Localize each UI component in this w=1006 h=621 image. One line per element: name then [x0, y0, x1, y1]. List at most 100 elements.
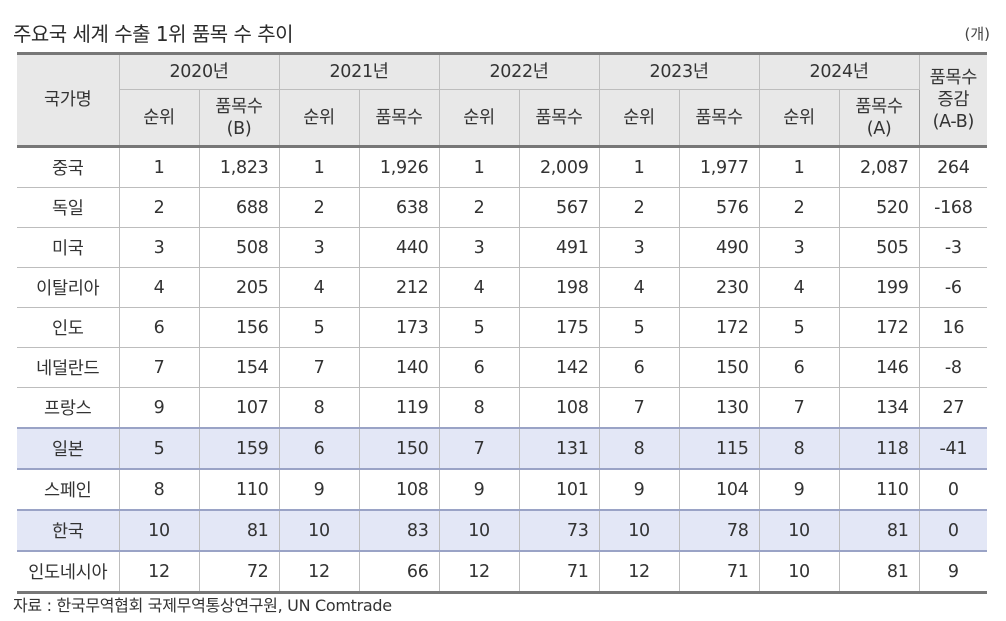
items-cell: 71: [518, 550, 600, 594]
items-cell: 81: [838, 509, 920, 552]
items-cell: 119: [358, 387, 440, 429]
rank-cell: 8: [438, 387, 520, 429]
rank-cell: 8: [118, 468, 200, 511]
table-row: 한국 10 81 10 83 10 73 10 78 10 81 0: [17, 509, 988, 552]
rank-cell: 6: [278, 427, 360, 470]
items-cell: 81: [198, 509, 280, 552]
country-cell: 미국: [17, 227, 120, 268]
header-year: 2024년: [758, 53, 920, 90]
rank-cell: 3: [278, 227, 360, 268]
items-cell: 130: [678, 387, 760, 429]
table-row: 네덜란드 7 154 7 140 6 142 6 150 6 146 -8: [17, 347, 988, 388]
header-rank: 순위: [758, 89, 840, 148]
table-row: 미국 3 508 3 440 3 491 3 490 3 505 -3: [17, 227, 988, 268]
change-cell: -168: [918, 187, 988, 228]
rank-cell: 10: [438, 509, 520, 552]
rank-cell: 4: [118, 267, 200, 308]
rank-cell: 6: [598, 347, 680, 388]
items-cell: 688: [198, 187, 280, 228]
items-cell: 440: [358, 227, 440, 268]
table-row: 스페인 8 110 9 108 9 101 9 104 9 110 0: [17, 468, 988, 511]
header-rank: 순위: [438, 89, 520, 148]
rank-cell: 3: [598, 227, 680, 268]
rank-cell: 10: [758, 550, 840, 594]
items-cell: 1,823: [198, 146, 280, 188]
items-cell: 212: [358, 267, 440, 308]
rank-cell: 12: [118, 550, 200, 594]
items-cell: 173: [358, 307, 440, 348]
items-cell: 101: [518, 468, 600, 511]
unit-label: (개): [964, 25, 990, 43]
items-cell: 2,009: [518, 146, 600, 188]
rank-cell: 1: [598, 146, 680, 188]
rank-cell: 4: [758, 267, 840, 308]
change-cell: -6: [918, 267, 988, 308]
rank-cell: 9: [598, 468, 680, 511]
change-cell: -3: [918, 227, 988, 268]
items-cell: 150: [358, 427, 440, 470]
items-cell: 159: [198, 427, 280, 470]
items-cell: 520: [838, 187, 920, 228]
items-cell: 107: [198, 387, 280, 429]
rank-cell: 2: [278, 187, 360, 228]
items-cell: 154: [198, 347, 280, 388]
items-cell: 83: [358, 509, 440, 552]
rank-cell: 5: [118, 427, 200, 470]
items-cell: 576: [678, 187, 760, 228]
country-cell: 네덜란드: [17, 347, 120, 388]
country-cell: 프랑스: [17, 387, 120, 429]
header-year: 2022년: [438, 53, 600, 90]
rank-cell: 3: [438, 227, 520, 268]
items-cell: 108: [518, 387, 600, 429]
rank-cell: 9: [758, 468, 840, 511]
change-cell: -8: [918, 347, 988, 388]
items-cell: 230: [678, 267, 760, 308]
rank-cell: 2: [118, 187, 200, 228]
country-cell: 한국: [17, 509, 120, 552]
rank-cell: 2: [438, 187, 520, 228]
table-row: 인도 6 156 5 173 5 175 5 172 5 172 16: [17, 307, 988, 348]
items-cell: 199: [838, 267, 920, 308]
country-cell: 중국: [17, 146, 120, 188]
header-rank: 순위: [118, 89, 200, 148]
rank-cell: 7: [278, 347, 360, 388]
rank-cell: 12: [438, 550, 520, 594]
items-cell: 175: [518, 307, 600, 348]
rank-cell: 1: [438, 146, 520, 188]
items-cell: 505: [838, 227, 920, 268]
rank-cell: 6: [438, 347, 520, 388]
rank-cell: 9: [278, 468, 360, 511]
items-cell: 134: [838, 387, 920, 429]
rank-cell: 6: [758, 347, 840, 388]
header-rank: 순위: [598, 89, 680, 148]
items-cell: 72: [198, 550, 280, 594]
rank-cell: 5: [438, 307, 520, 348]
rank-cell: 7: [598, 387, 680, 429]
rank-cell: 1: [278, 146, 360, 188]
items-cell: 491: [518, 227, 600, 268]
items-cell: 198: [518, 267, 600, 308]
rank-cell: 3: [118, 227, 200, 268]
table-row: 프랑스 9 107 8 119 8 108 7 130 7 134 27: [17, 387, 988, 429]
items-cell: 2,087: [838, 146, 920, 188]
header-country: 국가명: [17, 53, 120, 148]
items-cell: 66: [358, 550, 440, 594]
items-cell: 140: [358, 347, 440, 388]
items-cell: 118: [838, 427, 920, 470]
rank-cell: 1: [118, 146, 200, 188]
header-year: 2021년: [278, 53, 440, 90]
items-cell: 156: [198, 307, 280, 348]
change-cell: 9: [918, 550, 988, 594]
rank-cell: 7: [438, 427, 520, 470]
rank-cell: 2: [598, 187, 680, 228]
table-row: 중국 1 1,823 1 1,926 1 2,009 1 1,977 1 2,087 264: [17, 146, 988, 188]
rank-cell: 10: [598, 509, 680, 552]
items-cell: 490: [678, 227, 760, 268]
items-cell: 131: [518, 427, 600, 470]
rank-cell: 3: [758, 227, 840, 268]
rank-cell: 5: [598, 307, 680, 348]
change-cell: 0: [918, 468, 988, 511]
rank-cell: 12: [278, 550, 360, 594]
items-cell: 205: [198, 267, 280, 308]
